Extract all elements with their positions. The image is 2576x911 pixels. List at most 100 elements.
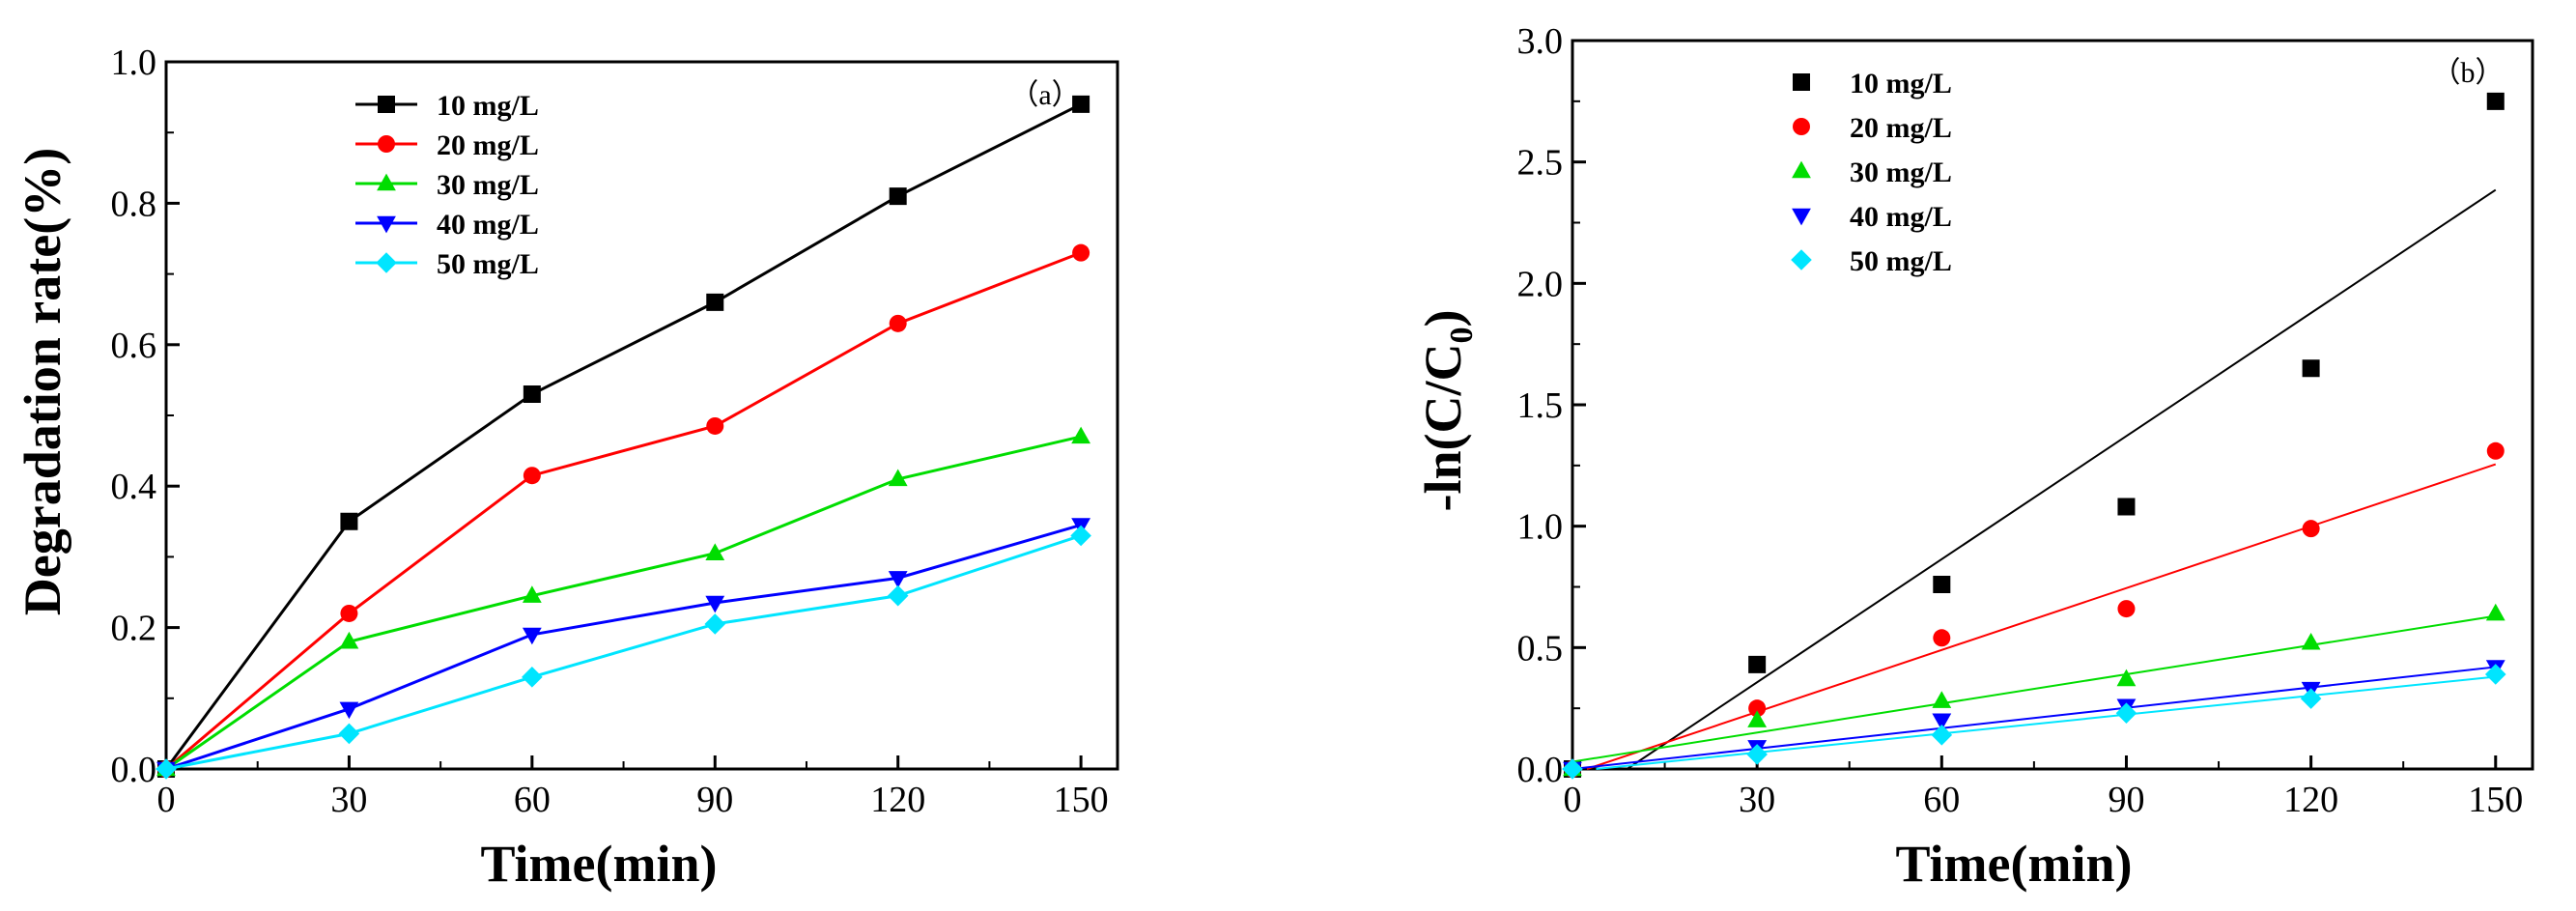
legend-label-b-1: 20 mg/L <box>1850 112 1952 144</box>
y-axis-title-b-close: ) <box>1414 310 1472 327</box>
legend-marker-b-3 <box>1792 208 1811 226</box>
data-point-a-1 <box>706 416 724 435</box>
y-axis-title-b: -ln(C/C0) <box>1414 310 1480 512</box>
data-point-b-4 <box>2115 702 2137 724</box>
y-axis-title-a: Degradation rate(%) <box>14 148 71 615</box>
series-line-a-4 <box>165 534 1082 771</box>
series-a-4 <box>156 525 1091 780</box>
data-point-b-2 <box>2116 669 2137 687</box>
plot-frame-b <box>1571 39 2534 771</box>
series-b-3 <box>1563 660 2505 780</box>
x-tick-label-a: 150 <box>1054 780 1109 820</box>
data-point-b-0 <box>1933 575 1951 593</box>
chart-panel-a: Degradation rate(%) Time(min) （a） 0 30 60 9… <box>14 43 1119 893</box>
chart-panel-b: -ln(C/C0) Time(min) （b） 0 30 60 90 120 1500.0… <box>1414 21 2534 893</box>
data-point-a-2 <box>339 631 359 649</box>
data-point-a-0 <box>523 385 541 404</box>
legend-marker-b-2 <box>1792 160 1811 179</box>
data-point-a-3 <box>522 627 542 645</box>
x-tick-label-a: 90 <box>696 780 733 820</box>
y-axis-title-b-subscript: 0 <box>1444 327 1480 343</box>
data-point-b-1 <box>2117 600 2136 618</box>
data-point-a-0 <box>1072 95 1090 113</box>
data-point-a-2 <box>888 469 908 487</box>
data-point-b-1 <box>1748 699 1767 718</box>
y-tick-label-b: 0.5 <box>1517 628 1564 669</box>
data-point-a-4 <box>156 758 177 780</box>
series-line-a-2 <box>165 435 1082 771</box>
data-point-a-4 <box>704 613 726 635</box>
series-line-a-1 <box>165 251 1082 771</box>
data-point-b-0 <box>1748 655 1767 673</box>
data-point-a-3 <box>705 595 725 613</box>
y-tick-label-a: 1.0 <box>111 43 157 83</box>
legend-marker-a-2 <box>377 173 396 191</box>
series-line-a-0 <box>164 102 1082 770</box>
series-b-1 <box>1564 441 2505 778</box>
data-point-a-1 <box>1072 243 1090 262</box>
legend-marker-a-3 <box>377 215 396 234</box>
data-point-a-4 <box>522 667 543 688</box>
data-point-a-4 <box>1070 525 1091 547</box>
x-axis-title-b: Time(min) <box>1896 835 2133 893</box>
fit-line-b-0 <box>1626 188 2497 770</box>
legend-marker-a-0 <box>378 96 395 113</box>
data-point-b-0 <box>2302 359 2320 378</box>
y-tick-label-b: 0.0 <box>1517 750 1564 790</box>
legend-label-a-0: 10 mg/L <box>437 90 539 122</box>
data-point-a-1 <box>889 314 907 332</box>
series-a-3 <box>156 518 1091 780</box>
x-tick-label-b: 150 <box>2468 780 2523 820</box>
fit-line-b-4 <box>1596 675 2496 770</box>
y-tick-label-a: 0.0 <box>111 750 157 790</box>
fit-line-b-3 <box>1571 666 2496 770</box>
legend-marker-b-1 <box>1793 118 1810 135</box>
x-tick-label-b: 30 <box>1739 780 1775 820</box>
data-point-a-2 <box>1071 426 1091 444</box>
legend-marker-a-1 <box>378 135 395 153</box>
plot-frame-a <box>164 60 1119 771</box>
legend-label-a-1: 20 mg/L <box>437 129 539 161</box>
data-point-a-1 <box>523 467 541 485</box>
fit-line-b-2 <box>1571 614 2496 763</box>
legend-marker-a-4 <box>376 252 397 273</box>
data-point-b-4 <box>1746 744 1768 765</box>
series-b-4 <box>1562 664 2506 780</box>
x-tick-label-a: 30 <box>330 780 367 820</box>
panel-label-b: （b） <box>2432 57 2505 89</box>
data-point-a-1 <box>340 604 358 622</box>
legend-label-b-2: 30 mg/L <box>1850 157 1952 188</box>
data-point-a-3 <box>339 701 359 720</box>
series-a-1 <box>157 243 1090 778</box>
y-tick-label-b: 2.0 <box>1517 264 1564 304</box>
y-tick-label-a: 0.6 <box>111 326 157 366</box>
data-point-b-2 <box>2485 603 2505 621</box>
data-point-b-4 <box>2484 664 2506 685</box>
x-tick-label-a: 0 <box>157 780 176 820</box>
legend-marker-b-0 <box>1793 73 1810 91</box>
y-tick-label-b: 1.0 <box>1517 507 1564 548</box>
data-point-a-0 <box>706 293 724 311</box>
legend-b: 10 mg/L 20 mg/L 30 mg/L 40 mg/L 50 mg/L <box>1791 68 1952 277</box>
legend-label-b-4: 50 mg/L <box>1850 245 1952 277</box>
legend-label-a-3: 40 mg/L <box>437 209 539 241</box>
x-tick-label-b: 0 <box>1564 780 1582 820</box>
data-point-b-4 <box>1562 758 1583 780</box>
data-point-b-4 <box>2300 688 2322 709</box>
y-tick-label-a: 0.4 <box>111 467 157 507</box>
data-point-a-3 <box>888 571 908 588</box>
x-tick-label-b: 60 <box>1923 780 1960 820</box>
legend-label-b-0: 10 mg/L <box>1850 68 1952 100</box>
x-tick-label-b: 120 <box>2283 780 2338 820</box>
y-axis-title-b-main: -ln(C/C <box>1414 343 1472 511</box>
panel-label-a: （a） <box>1009 79 1080 111</box>
series-a-0 <box>157 95 1090 778</box>
y-tick-label-b: 2.5 <box>1517 143 1564 184</box>
series-line-a-3 <box>165 524 1082 771</box>
legend-marker-b-4 <box>1791 249 1812 270</box>
data-point-b-0 <box>2117 498 2136 516</box>
y-tick-label-a: 0.2 <box>111 609 157 649</box>
legend-a: 10 mg/L 20 mg/L 30 mg/L 40 mg/L 50 mg/L <box>355 90 539 280</box>
data-point-b-2 <box>1932 691 1952 708</box>
